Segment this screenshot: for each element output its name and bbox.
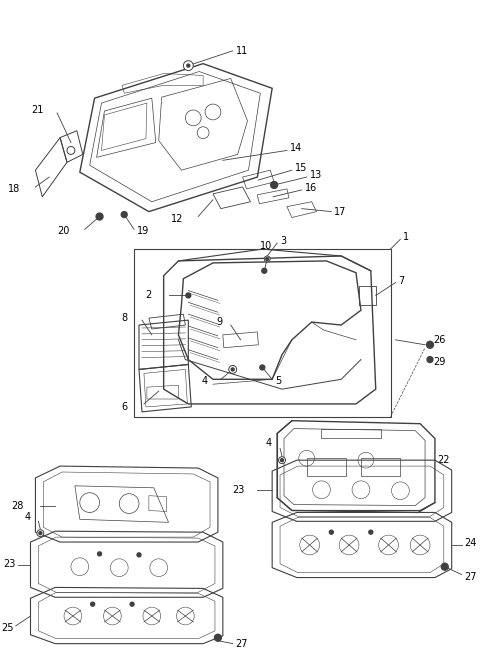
Circle shape <box>39 532 42 534</box>
Text: 25: 25 <box>1 623 14 633</box>
Text: 27: 27 <box>465 572 477 582</box>
Circle shape <box>266 257 269 261</box>
Circle shape <box>37 530 44 536</box>
Text: 21: 21 <box>31 105 43 115</box>
Circle shape <box>280 458 284 462</box>
Text: 19: 19 <box>137 227 149 236</box>
Text: 15: 15 <box>295 163 307 173</box>
Text: 16: 16 <box>305 183 317 193</box>
Text: 28: 28 <box>11 500 24 510</box>
Circle shape <box>427 356 433 362</box>
Text: 6: 6 <box>121 402 127 412</box>
Circle shape <box>229 365 237 373</box>
Text: 7: 7 <box>398 276 405 286</box>
Circle shape <box>96 213 103 220</box>
Text: 22: 22 <box>437 455 449 465</box>
Circle shape <box>215 634 221 641</box>
Text: 29: 29 <box>433 356 445 367</box>
Circle shape <box>231 368 234 371</box>
Text: 24: 24 <box>465 538 477 548</box>
Circle shape <box>130 602 134 606</box>
Circle shape <box>262 269 267 273</box>
Text: 1: 1 <box>403 233 409 242</box>
Circle shape <box>91 602 95 606</box>
Text: 3: 3 <box>280 236 286 246</box>
Circle shape <box>329 530 333 534</box>
Circle shape <box>260 365 265 370</box>
Text: 13: 13 <box>310 170 322 180</box>
Circle shape <box>278 457 286 464</box>
Text: 12: 12 <box>171 214 183 225</box>
Circle shape <box>271 181 277 189</box>
Circle shape <box>186 293 191 298</box>
Text: 4: 4 <box>266 438 272 449</box>
Text: 11: 11 <box>236 46 248 56</box>
Text: 14: 14 <box>290 143 302 153</box>
Circle shape <box>121 212 127 217</box>
Text: 20: 20 <box>58 227 70 236</box>
Text: 17: 17 <box>334 206 347 217</box>
Text: 5: 5 <box>275 376 281 386</box>
Text: 18: 18 <box>8 184 21 194</box>
Text: 9: 9 <box>216 317 223 327</box>
Text: 8: 8 <box>121 313 127 323</box>
Circle shape <box>441 563 448 570</box>
Text: 27: 27 <box>236 639 248 648</box>
Circle shape <box>187 64 190 67</box>
Circle shape <box>137 553 141 557</box>
Text: 4: 4 <box>24 512 31 523</box>
Circle shape <box>183 61 193 71</box>
Text: 2: 2 <box>145 290 152 301</box>
Text: 10: 10 <box>260 241 273 251</box>
Text: 26: 26 <box>433 335 445 345</box>
Circle shape <box>97 552 101 556</box>
Circle shape <box>369 530 373 534</box>
Text: 23: 23 <box>3 559 16 569</box>
Text: 23: 23 <box>232 485 244 495</box>
Text: 4: 4 <box>202 376 208 386</box>
Circle shape <box>427 341 433 348</box>
Circle shape <box>264 256 270 262</box>
